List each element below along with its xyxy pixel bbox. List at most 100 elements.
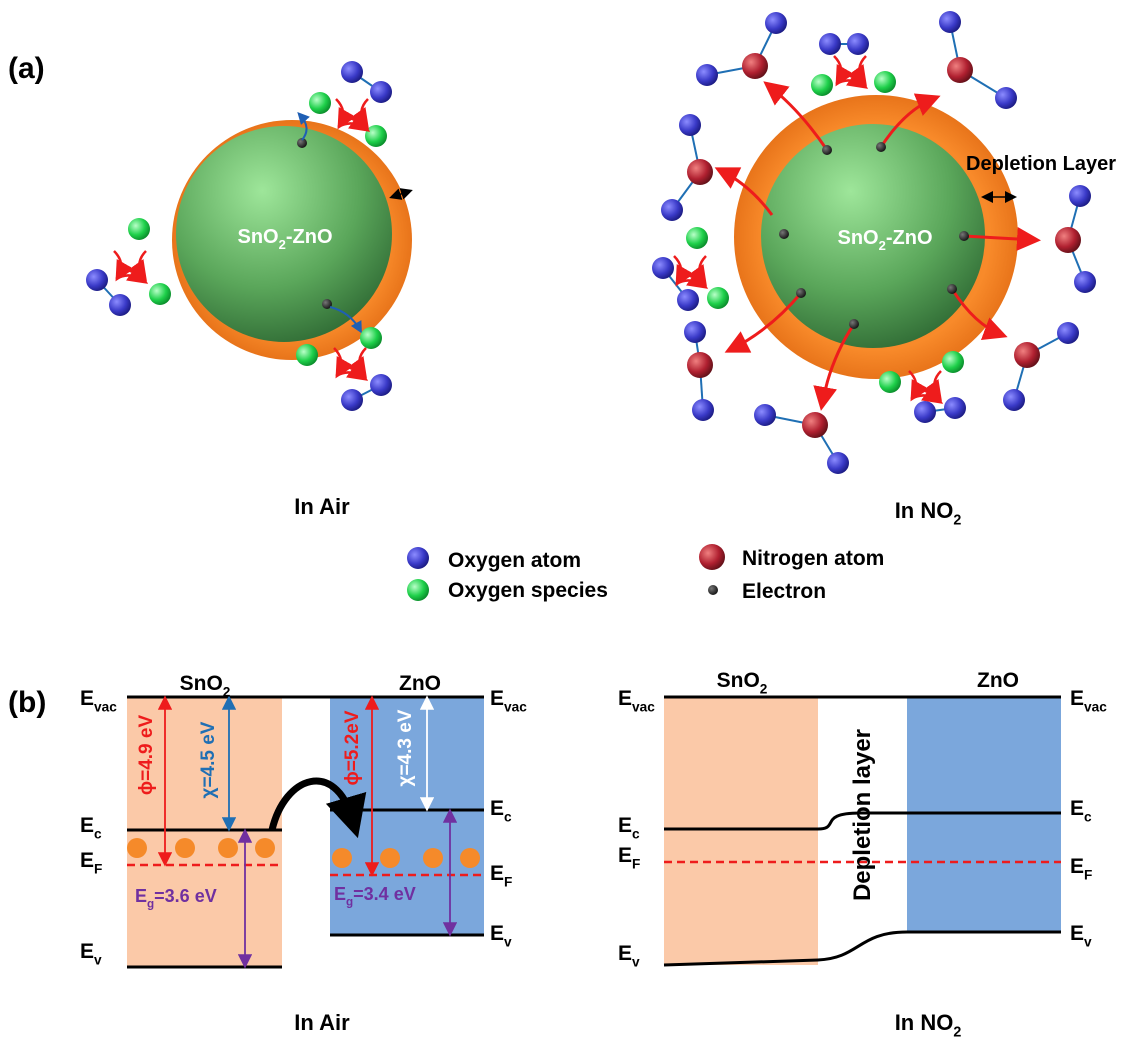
label-part: E (618, 942, 632, 965)
label: SnO2 (717, 669, 768, 696)
label-part: SnO (180, 672, 223, 695)
reaction-arrow (139, 251, 146, 277)
label-part: E (1070, 687, 1084, 710)
carrier (218, 838, 238, 858)
label: χ=4.5 eV (198, 721, 219, 798)
nitrogen-atom (1014, 342, 1040, 368)
label: In NO2 (895, 498, 962, 529)
reaction-arrow (911, 395, 939, 401)
oxygen-atom (914, 401, 936, 423)
reaction-arrow (359, 348, 366, 374)
label-sub: v (1084, 934, 1092, 949)
nitrogen-atom (802, 412, 828, 438)
label-sub: F (94, 861, 102, 876)
label: Electron (742, 580, 826, 603)
reaction-arrow (909, 371, 916, 397)
reaction-arrow (836, 80, 864, 86)
label-part: E (490, 687, 504, 710)
label: Ec (80, 814, 102, 841)
label-part: E (1070, 797, 1084, 820)
reaction-arrow (361, 99, 368, 125)
oxygen-atom (827, 452, 849, 474)
oxygen-atom (341, 389, 363, 411)
nitrogen-atom (687, 352, 713, 378)
label: Ec (618, 814, 640, 841)
electron (779, 229, 789, 239)
sno2-band (664, 697, 818, 965)
nitrogen-atom (687, 159, 713, 185)
electron (849, 319, 859, 329)
oxygen-atom (109, 294, 131, 316)
label-sub: v (504, 934, 512, 949)
oxygen-atom (765, 12, 787, 34)
electron (876, 142, 886, 152)
label-sub: g (147, 897, 154, 910)
nitrogen-atom (1055, 227, 1081, 253)
label: Oxygen atom (448, 549, 581, 572)
electron (822, 145, 832, 155)
oxygen-atom (847, 33, 869, 55)
label-part: E (80, 940, 94, 963)
label-sub: c (94, 826, 102, 841)
label: ϕ=5.2eV (342, 710, 363, 785)
label-sub: c (632, 826, 640, 841)
oxygen-species (309, 92, 331, 114)
oxygen-species (360, 327, 382, 349)
label: ϕ=4.9 eV (136, 715, 157, 796)
label-sub: F (1084, 867, 1092, 882)
label-part: =3.4 eV (353, 884, 416, 904)
label-sub: 2 (953, 1025, 961, 1037)
oxygen-species (942, 351, 964, 373)
label: In Air (294, 1010, 350, 1035)
label: Evac (1070, 687, 1107, 714)
carrier (175, 838, 195, 858)
label-part: =3.6 eV (154, 886, 217, 906)
label-sub: vac (504, 699, 527, 714)
reaction-arrow (336, 99, 343, 125)
oxygen-atom (944, 397, 966, 419)
label: Ev (80, 940, 102, 967)
label-part: E (334, 884, 346, 904)
electron (947, 284, 957, 294)
oxygen-atom (407, 547, 429, 569)
nitrogen-atom (699, 544, 725, 570)
label-part: SnO (237, 226, 278, 248)
oxygen-species (149, 283, 171, 305)
label-sub: g (346, 895, 353, 908)
label: Evac (490, 687, 527, 714)
oxygen-atom (754, 404, 776, 426)
reaction-arrow (674, 256, 681, 282)
label: EF (1070, 855, 1092, 882)
carrier (423, 848, 443, 868)
oxygen-species (874, 71, 896, 93)
oxygen-species (879, 371, 901, 393)
label-part: -ZnO (886, 227, 933, 249)
label-part: ZnO (399, 672, 441, 695)
label: In NO2 (895, 1010, 962, 1037)
nitrogen-atom (947, 57, 973, 83)
label: Evac (80, 687, 117, 714)
reaction-arrow (676, 280, 704, 286)
label-sub: 2 (953, 513, 961, 529)
label: χ=4.3 eV (395, 709, 416, 786)
label: (b) (8, 686, 46, 719)
oxygen-species (686, 227, 708, 249)
oxygen-atom (652, 257, 674, 279)
reaction-arrow (834, 56, 841, 82)
oxygen-atom (1069, 185, 1091, 207)
oxygen-species (707, 287, 729, 309)
label-part: SnO (717, 669, 760, 692)
label-part: E (618, 814, 632, 837)
oxygen-atom (995, 87, 1017, 109)
electron (708, 585, 718, 595)
figure: (a)SnO2-ZnOSnO2-ZnODepletion LayerIn Air… (0, 0, 1142, 1037)
label-sub: 2 (223, 684, 231, 699)
label-sub: v (94, 952, 102, 967)
label: ZnO (399, 672, 441, 695)
reaction-arrow (934, 371, 941, 397)
oxygen-species (407, 579, 429, 601)
oxygen-atom (1057, 322, 1079, 344)
label-sub: F (632, 856, 640, 871)
label: ZnO (977, 669, 1019, 692)
label-sub: v (632, 954, 640, 969)
